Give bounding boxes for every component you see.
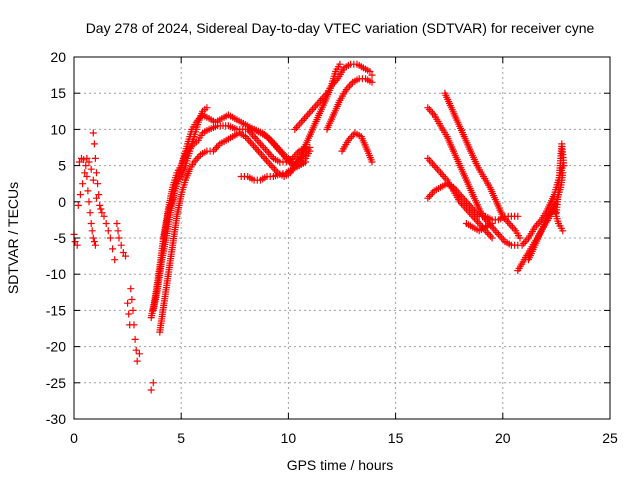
- y-tick-label: 20: [50, 49, 66, 65]
- data-point: [93, 169, 100, 177]
- data-point: [368, 71, 376, 79]
- x-tick-label: 25: [602, 430, 618, 446]
- data-point: [91, 241, 99, 249]
- data-point: [87, 165, 95, 173]
- data-point: [75, 158, 83, 166]
- data-point: [111, 256, 119, 264]
- data-point: [117, 241, 125, 249]
- data-point: [559, 227, 567, 235]
- data-point: [115, 234, 123, 242]
- y-tick-label: -30: [46, 411, 66, 427]
- data-point: [94, 180, 102, 188]
- data-point: [83, 173, 91, 180]
- data-point: [560, 162, 568, 170]
- data-point: [98, 209, 106, 217]
- data-point: [302, 144, 310, 151]
- data-point: [97, 205, 105, 213]
- data-point: [93, 194, 100, 202]
- data-point: [89, 176, 97, 184]
- data-point: [87, 220, 95, 227]
- data-point: [336, 60, 344, 68]
- data-point: [85, 198, 93, 206]
- data-point: [366, 68, 374, 75]
- data-point: [130, 321, 138, 329]
- data-point: [514, 212, 522, 220]
- data-point: [488, 234, 496, 242]
- data-point: [109, 245, 117, 253]
- data-point: [128, 296, 136, 303]
- x-tick-label: 10: [281, 430, 297, 446]
- data-point: [132, 346, 140, 354]
- chart-title: Day 278 of 2024, Sidereal Day-to-day VTE…: [86, 20, 595, 36]
- x-axis-label: GPS time / hours: [287, 457, 394, 473]
- x-tick-label: 5: [177, 430, 185, 446]
- y-tick-label: -20: [46, 339, 66, 355]
- data-point: [119, 249, 127, 256]
- data-points: [70, 60, 568, 394]
- data-point: [133, 357, 141, 365]
- data-point: [74, 201, 82, 209]
- data-point: [135, 350, 143, 358]
- data-point: [127, 285, 135, 293]
- x-tick-label: 20: [495, 430, 511, 446]
- data-point: [302, 158, 310, 166]
- data-point: [125, 310, 133, 318]
- data-point: [122, 252, 129, 260]
- data-point: [83, 154, 91, 162]
- data-point: [147, 386, 155, 394]
- data-point: [90, 140, 98, 148]
- data-point: [488, 220, 496, 227]
- data-point: [516, 234, 524, 242]
- data-point: [131, 335, 139, 343]
- y-tick-label: 0: [58, 194, 66, 210]
- data-point: [368, 78, 376, 86]
- data-point: [106, 234, 114, 242]
- data-point: [279, 170, 287, 178]
- x-tick-label: 0: [70, 430, 78, 446]
- data-point: [73, 241, 81, 249]
- data-point: [104, 227, 112, 235]
- data-point: [81, 169, 89, 177]
- data-point: [85, 158, 93, 166]
- x-tick-label: 15: [388, 430, 404, 446]
- y-tick-label: -5: [54, 230, 67, 246]
- y-axis-label: SDTVAR / TECUs: [5, 182, 21, 294]
- data-point: [79, 180, 87, 188]
- y-tick-label: -25: [46, 375, 66, 391]
- data-point: [124, 299, 132, 307]
- y-tick-label: 5: [58, 158, 66, 174]
- data-point: [76, 191, 84, 199]
- y-tick-label: -10: [46, 266, 66, 282]
- data-point: [90, 238, 98, 246]
- data-point: [71, 238, 79, 246]
- data-point: [149, 379, 157, 387]
- data-point: [82, 162, 90, 170]
- data-point: [276, 170, 284, 178]
- data-point: [89, 129, 97, 137]
- data-point: [96, 201, 104, 209]
- data-point: [89, 234, 97, 242]
- data-point: [100, 212, 108, 220]
- data-point: [95, 191, 103, 199]
- data-point: [113, 220, 121, 227]
- data-point: [368, 158, 376, 166]
- data-point: [102, 220, 110, 227]
- data-point: [91, 154, 99, 162]
- axis-ticks: 0 5 10 15 20 25 -30 -25 -20 -15 -10 -5 0 5 10 15 20: [46, 49, 618, 446]
- data-point: [80, 156, 88, 164]
- y-tick-label: 15: [50, 85, 66, 101]
- data-point: [88, 227, 96, 235]
- y-tick-label: -15: [46, 302, 66, 318]
- data-point: [114, 227, 122, 235]
- data-point: [129, 306, 137, 314]
- data-point: [203, 104, 211, 112]
- y-tick-label: 10: [50, 121, 66, 137]
- data-point: [86, 209, 94, 217]
- data-point: [84, 187, 92, 195]
